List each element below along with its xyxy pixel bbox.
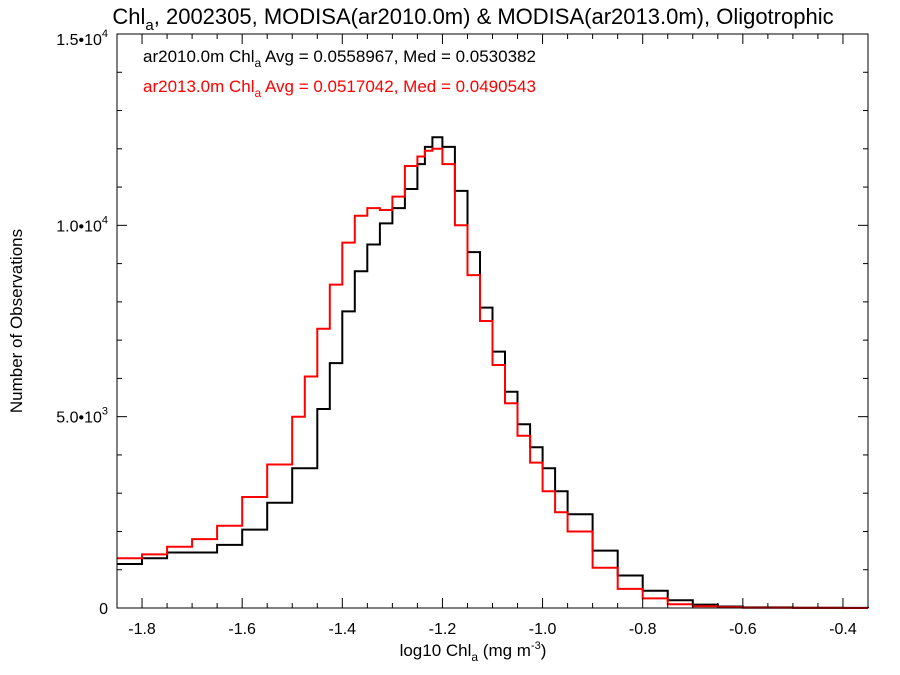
- y-tick-label: 5.0•103: [56, 406, 108, 427]
- x-axis-label: log10 Chla (mg m-3): [400, 640, 547, 664]
- series-line-2: [117, 147, 868, 609]
- x-tick-label: -1.4: [329, 621, 357, 638]
- x-tick-label: -1.2: [429, 621, 457, 638]
- series-line-1: [117, 136, 869, 609]
- axis-ticks: [116, 33, 869, 609]
- y-axis-label: Number of Observations: [7, 229, 26, 413]
- stats-annotation-2: ar2013.0m Chla Avg = 0.0517042, Med = 0.…: [143, 77, 536, 100]
- x-tick-labels: -1.8 -1.6 -1.4 -1.2 -1.0 -0.8 -0.6 -0.4: [128, 621, 857, 638]
- stats-annotation-1: ar2010.0m Chla Avg = 0.0558967, Med = 0.…: [143, 47, 536, 70]
- x-tick-label: -0.6: [729, 621, 757, 638]
- x-tick-label: -0.4: [829, 621, 857, 638]
- series-layer: [117, 136, 869, 609]
- chart-title: Chla, 2002305, MODISA(ar2010.0m) & MODIS…: [112, 4, 833, 34]
- x-tick-label: -0.8: [629, 621, 657, 638]
- x-tick-label: -1.8: [128, 621, 156, 638]
- y-tick-label: 1.0•104: [56, 214, 108, 235]
- x-tick-label: -1.6: [228, 621, 256, 638]
- chart-annotations: ar2010.0m Chla Avg = 0.0558967, Med = 0.…: [143, 47, 536, 100]
- y-tick-label: 0: [99, 601, 108, 618]
- x-tick-label: -1.0: [529, 621, 557, 638]
- y-tick-label: 1.5•104: [56, 28, 108, 49]
- y-tick-labels: 0 5.0•103 1.0•104 1.5•104: [56, 28, 108, 618]
